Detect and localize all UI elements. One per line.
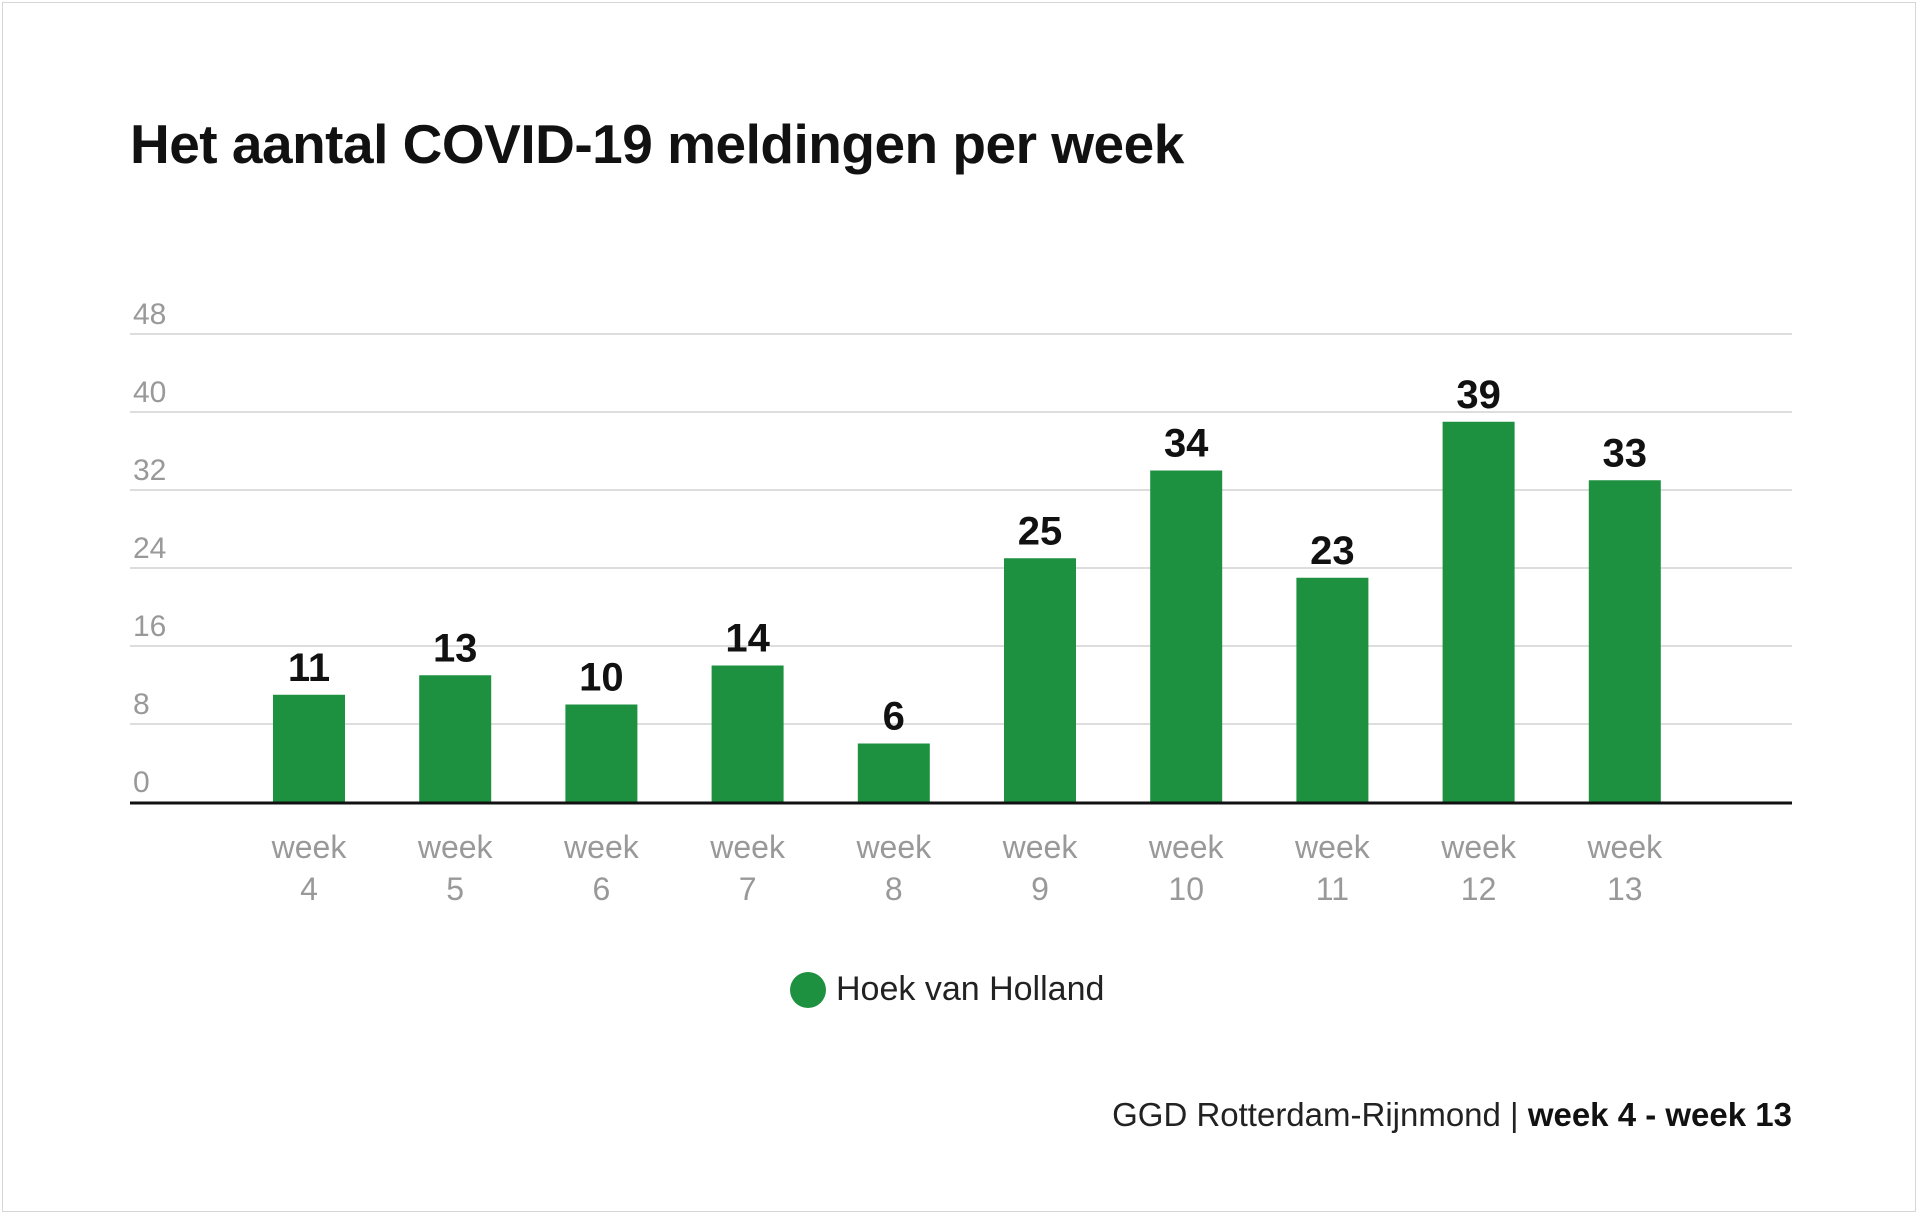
source-period: week 4 - week 13 (1527, 1096, 1792, 1133)
x-tick-label: week 4 (271, 829, 348, 907)
x-tick-label: week 11 (1294, 829, 1371, 907)
bar (1004, 558, 1076, 802)
data-label: 11 (288, 646, 330, 690)
data-label: 39 (1456, 373, 1501, 417)
bar (1296, 577, 1369, 802)
bar (273, 694, 345, 802)
bar (1442, 421, 1515, 802)
data-label: 13 (433, 626, 478, 670)
y-tick-label: 0 (133, 766, 150, 799)
source-note: GGD Rotterdam-Rijnmond | week 4 - week 1… (1112, 1096, 1792, 1134)
y-tick-label: 48 (133, 298, 166, 331)
x-tick-label: week 6 (563, 829, 640, 907)
x-tick-label: week 12 (1440, 829, 1517, 907)
data-label: 25 (1018, 509, 1063, 553)
y-tick-label: 24 (133, 532, 166, 565)
legend: Hoek van Holland (790, 970, 1104, 1009)
x-tick-label: week 7 (709, 829, 786, 907)
bar (711, 665, 784, 802)
y-tick-label: 16 (133, 610, 166, 643)
bar (1150, 470, 1223, 802)
y-tick-label: 8 (133, 688, 150, 721)
x-tick-label: week 9 (1002, 829, 1079, 907)
data-label: 33 (1603, 431, 1648, 475)
bar (1588, 480, 1661, 802)
data-label: 14 (725, 617, 770, 661)
y-tick-label: 32 (133, 454, 166, 487)
x-tick-label: week 5 (417, 829, 494, 907)
bar (419, 675, 492, 802)
chart-title: Het aantal COVID-19 meldingen per week (130, 113, 1184, 175)
x-tick-label: week 8 (855, 829, 932, 907)
data-label: 23 (1310, 529, 1355, 573)
bar (857, 743, 930, 802)
x-tick-label: week 13 (1586, 829, 1663, 907)
y-tick-label: 40 (133, 376, 166, 409)
source-prefix: GGD Rotterdam-Rijnmond | (1112, 1096, 1519, 1133)
data-label: 10 (579, 656, 624, 700)
legend-swatch (790, 971, 826, 1008)
legend-label: Hoek van Holland (836, 970, 1105, 1008)
data-label: 34 (1164, 422, 1209, 466)
data-label: 6 (883, 695, 905, 739)
x-tick-label: week 10 (1148, 829, 1225, 907)
bar (565, 704, 638, 802)
